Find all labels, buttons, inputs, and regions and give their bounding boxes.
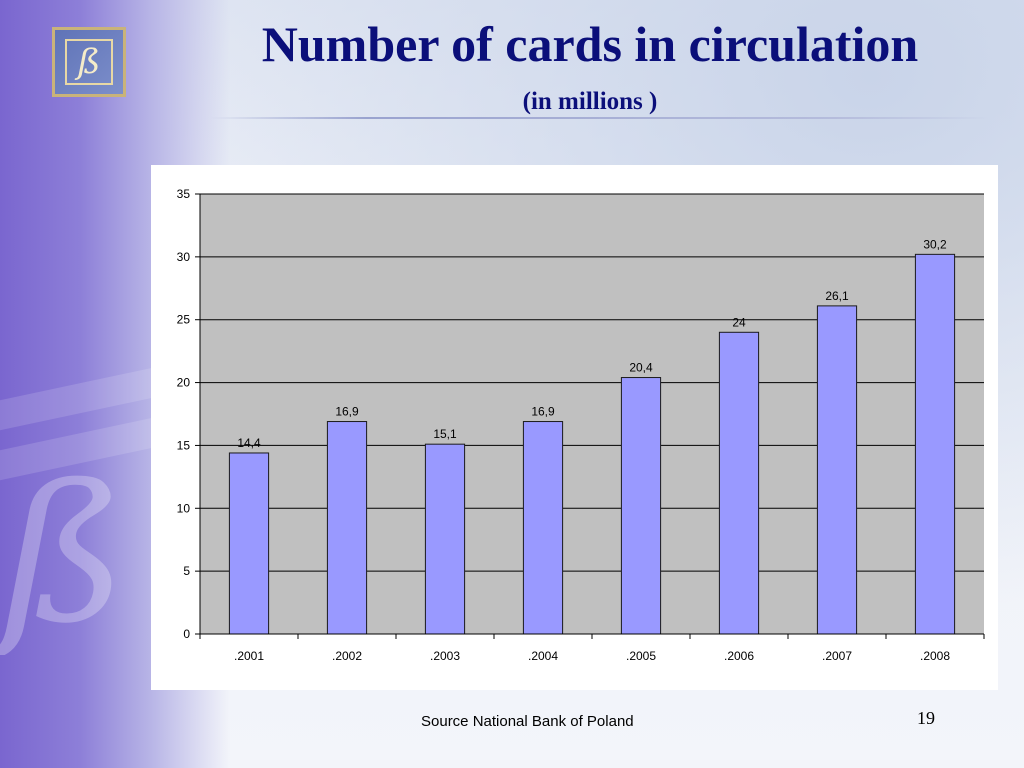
y-tick-label: 20	[177, 376, 191, 390]
bar	[522, 421, 564, 635]
slide-title: Number of cards in circulation	[261, 16, 919, 72]
bar	[326, 421, 368, 635]
x-axis-tick-labels: .2001 .2002 .2003 .2004 .2005 .2006 .2007 .2008	[234, 649, 950, 663]
y-tick-label: 30	[177, 250, 191, 264]
data-label: 14,4	[237, 436, 261, 450]
y-tick-label: 10	[177, 501, 191, 515]
x-tick-label: .2002	[332, 649, 362, 663]
data-label: 30,2	[923, 237, 947, 251]
x-tick-label: .2006	[724, 649, 754, 663]
data-label: 16,9	[335, 405, 359, 419]
bar	[914, 253, 956, 635]
bar	[816, 305, 858, 635]
y-tick-label: 5	[183, 564, 190, 578]
data-label: 24	[732, 315, 746, 329]
x-tick-label: .2003	[430, 649, 460, 663]
bank-logo-watermark: ß	[0, 455, 127, 655]
bar	[424, 443, 466, 635]
y-tick-label: 15	[177, 438, 191, 452]
bar	[620, 377, 662, 635]
data-labels: 14,4 16,9 15,1 16,9 20,4 24 26,1 30,2	[237, 237, 947, 450]
x-tick-label: .2008	[920, 649, 950, 663]
x-tick-label: .2004	[528, 649, 558, 663]
data-label: 16,9	[531, 405, 555, 419]
page-number: 19	[917, 708, 935, 728]
y-tick-label: 0	[183, 627, 190, 641]
chart-area: 0 5 10 15 20 25 30 35 .2001 .2002 .2003 .2004 .2005…	[151, 165, 998, 690]
plot-background	[200, 194, 984, 634]
bank-logo-mark: ß	[65, 39, 113, 85]
axes	[195, 193, 985, 639]
source-note: Source National Bank of Poland	[421, 713, 634, 730]
x-tick-label: .2001	[234, 649, 264, 663]
data-label: 26,1	[825, 289, 849, 303]
title-divider	[210, 117, 990, 119]
y-tick-label: 25	[177, 313, 191, 327]
slide-subtitle: (in millions )	[522, 88, 658, 115]
bar	[718, 331, 760, 635]
y-axis-tick-labels: 0 5 10 15 20 25 30 35	[177, 187, 191, 641]
x-tick-label: .2005	[626, 649, 656, 663]
y-tick-label: 35	[177, 187, 191, 201]
bar-chart: 0 5 10 15 20 25 30 35 .2001 .2002 .2003 .2004 .2005…	[177, 187, 985, 663]
bank-logo: ß	[52, 27, 126, 97]
data-label: 15,1	[433, 427, 457, 441]
x-tick-label: .2007	[822, 649, 852, 663]
bar	[228, 452, 270, 635]
data-label: 20,4	[629, 361, 653, 375]
